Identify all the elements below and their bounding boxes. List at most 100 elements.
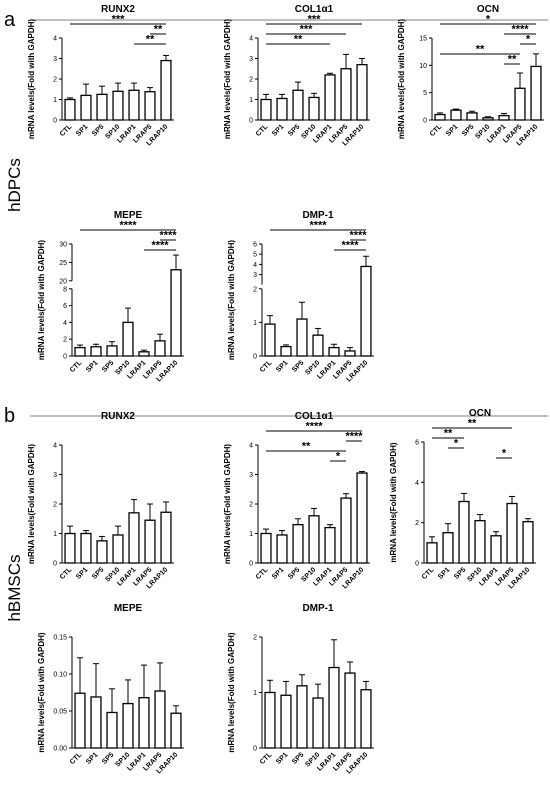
category-label: SP1 [75,123,89,137]
significance-label: **** [151,240,169,252]
chart-title: RUNX2 [101,4,135,15]
y-axis-label: mRNA levels(Fold with GAPDH) [223,19,232,139]
bar [64,532,76,564]
y-tick-label: 6 [253,242,257,249]
bar [474,520,486,564]
y-tick-label: 0 [63,354,67,361]
bar [292,524,304,564]
bar [324,526,336,564]
section-b-letter: b [4,405,15,427]
y-tick-label: 3 [53,472,57,479]
significance-label: **** [511,24,529,36]
bar [154,690,166,749]
bar [280,694,292,749]
y-tick-label: 0 [53,561,57,568]
category-label: SP1 [275,359,289,373]
significance-label: ** [476,44,485,56]
category-label: SP1 [271,566,285,580]
y-tick-label: 0 [415,561,419,568]
significance-label: **** [119,220,137,232]
category-label: CTL [59,123,74,138]
section-b-group-label: hBMSCs [5,554,24,621]
y-tick-label: 0 [249,118,253,125]
chart-panel-7: COL1α1 mRNA levels(Fold with GAPDH) 0 1 2 3 4 C… [223,411,370,590]
significance-label: *** [112,14,126,26]
y-tick-label: 1 [253,320,257,327]
bar [106,345,118,357]
chart-panel-6: RUNX2 mRNA levels(Fold with GAPDH) 0 1 2 3 4 CT… [27,411,174,590]
y-axis-label: mRNA levels(Fold with GAPDH) [27,19,36,139]
category-label: SP1 [271,123,285,137]
bar [122,321,134,357]
significance-label: ** [468,418,477,430]
y-axis-label: mRNA levels(Fold with GAPDH) [27,444,36,564]
bar [96,540,108,564]
bar [522,521,534,564]
bar [260,532,272,564]
y-tick-label: 1 [249,97,253,104]
y-tick-label: 2 [53,502,57,509]
category-label: CTL [259,751,274,766]
chart-panel-3: OCN mRNA levels(Fold with GAPDH) 0 5 10 15 CTL… [397,4,544,147]
y-tick-label: 2 [415,520,419,527]
chart-title: OCN [477,4,499,15]
y-tick-label: 3 [249,56,253,63]
bar [530,65,542,121]
bar [426,542,438,564]
y-tick-label: 0.15 [53,635,67,642]
bar [360,265,372,357]
y-axis-label: mRNA levels(Fold with GAPDH) [227,632,236,752]
significance-label: **** [305,421,323,433]
significance-label: **** [345,431,363,443]
y-tick-label: 4 [249,36,253,43]
y-tick-label: 10 [419,63,427,70]
bar [264,323,276,357]
bar [74,692,86,749]
bar [490,535,502,564]
bar [356,472,368,564]
category-label: CTL [69,359,84,374]
chart-title: MEPE [114,603,143,614]
bar [74,346,86,357]
category-label: SP1 [85,359,99,373]
y-tick-label: 20 [59,278,67,285]
y-tick-label: 4 [249,443,253,450]
significance-label: ** [154,24,163,36]
significance-label: ** [508,54,517,66]
y-tick-label: 2 [249,77,253,84]
y-tick-label: 4 [253,262,257,269]
bar [308,96,320,121]
bar [466,112,478,121]
y-tick-label: 6 [63,303,67,310]
chart-title: MEPE [114,210,143,221]
bar [344,672,356,749]
bar [122,702,134,749]
chart-panel-10: DMP-1 mRNA levels(Fold with GAPDH) 0 1 2 CTL S… [227,603,374,775]
y-tick-label: 4 [53,36,57,43]
category-label: CTL [259,359,274,374]
section-a-group-label: hDPCs [5,158,24,212]
bar [312,697,324,749]
bar [360,689,372,749]
chart-panel-1: RUNX2 mRNA levels(Fold with GAPDH) 0 1 2 3 4 CT… [27,4,174,147]
chart-panel-4: MEPE mRNA levels(Fold with GAPDH) 0 2 4 6 820 2… [37,210,184,383]
bar [434,113,446,121]
chart-panel-8: OCN mRNA levels(Fold with GAPDH) 0 2 4 6 CTL SP… [389,408,536,590]
chart-panel-2: COL1α1 mRNA levels(Fold with GAPDH) 0 1 2 3 4 C… [223,4,370,147]
category-label: CTL [255,566,270,581]
significance-label: * [486,14,491,26]
y-tick-label: 5 [423,90,427,97]
bar [264,691,276,749]
bar [506,502,518,564]
bar [144,91,156,121]
bar [80,94,92,121]
bar [340,68,352,121]
bar [276,534,288,564]
bar [312,334,324,357]
significance-label: * [336,451,341,463]
y-tick-label: 2 [53,77,57,84]
bar [344,350,356,357]
bar [450,109,462,121]
y-tick-label: 0 [53,118,57,125]
